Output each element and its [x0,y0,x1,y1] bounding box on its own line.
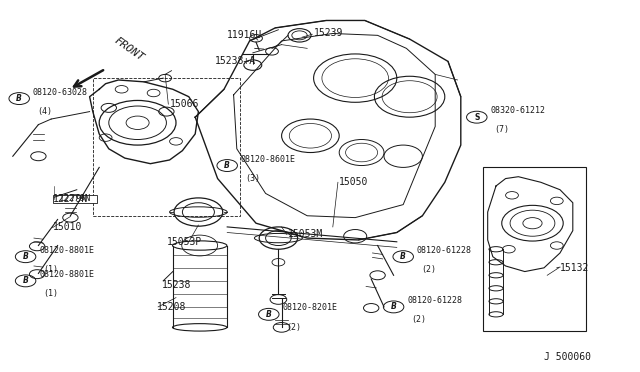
Text: 15053M: 15053M [288,230,323,239]
Bar [93,78,240,216]
Text: 15050: 15050 [339,177,369,187]
Text: 12279N: 12279N [52,194,88,204]
Text: 15132: 15132 [560,263,589,273]
Text: (7): (7) [495,125,509,134]
Text: 08120-8801E: 08120-8801E [39,246,94,255]
Text: (2): (2) [421,265,436,274]
Text: 15238: 15238 [162,280,191,289]
Text: 08120-8201E: 08120-8201E [282,304,337,312]
Bar [483,167,586,331]
Text: 12279N: 12279N [59,194,91,203]
Circle shape [272,259,285,266]
Text: 08120-8601E: 08120-8601E [241,155,296,164]
Text: (1): (1) [44,265,58,274]
Text: 15010: 15010 [52,222,82,232]
Text: 08120-63028: 08120-63028 [33,88,88,97]
Text: 15208: 15208 [157,302,186,312]
Text: FRONT: FRONT [112,36,145,63]
Text: 08320-61212: 08320-61212 [490,106,545,115]
Text: 15053P: 15053P [166,237,202,247]
Bar [53,195,97,203]
Text: 15238+A: 15238+A [214,57,255,66]
Text: (2): (2) [412,315,426,324]
Text: (1): (1) [44,289,58,298]
Text: B: B [224,161,230,170]
Text: (3): (3) [245,174,260,183]
Text: 11916U: 11916U [227,31,262,40]
Text: J 500060: J 500060 [544,352,591,362]
Text: B: B [400,252,406,261]
Text: 15066: 15066 [170,99,199,109]
Text: (4): (4) [37,107,52,116]
Text: 08120-61228: 08120-61228 [407,296,462,305]
Text: 08120-61228: 08120-61228 [417,246,472,255]
Text: B: B [390,302,397,311]
Text: 15239: 15239 [314,29,343,38]
Text: 08120-8801E: 08120-8801E [39,270,94,279]
Text: B: B [16,94,22,103]
Text: S: S [474,113,479,122]
Text: B: B [266,310,272,319]
Text: B: B [22,276,29,285]
Text: (2): (2) [287,323,301,331]
Text: B: B [22,252,29,261]
